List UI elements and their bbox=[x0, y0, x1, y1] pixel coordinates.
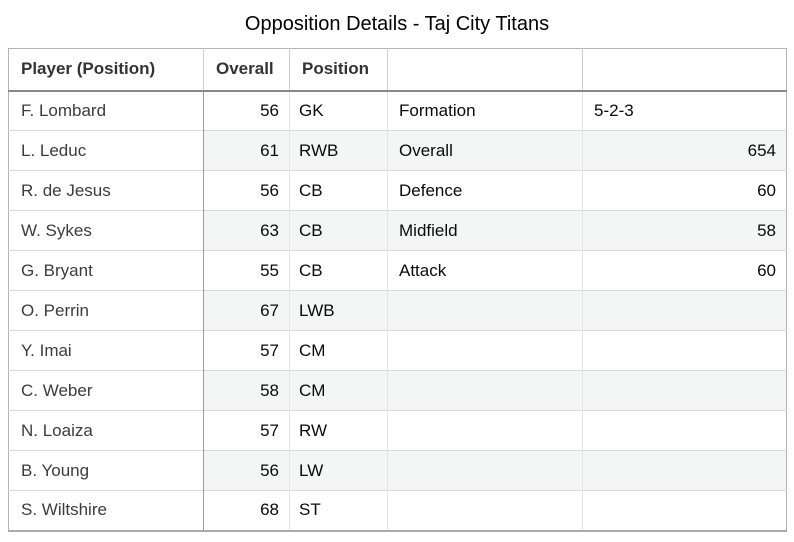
player-position: CB bbox=[289, 250, 388, 291]
stat-label-formation: Formation bbox=[387, 90, 583, 131]
stat-value-overall: 654 bbox=[582, 130, 787, 171]
stat-value-cell bbox=[582, 410, 787, 451]
stat-label-cell bbox=[387, 490, 583, 531]
stat-label-cell bbox=[387, 450, 583, 491]
header-overall: Overall bbox=[203, 48, 290, 92]
table-row: C. Weber 58 CM bbox=[8, 370, 787, 411]
table-row: L. Leduc 61 RWB Overall 654 bbox=[8, 130, 787, 171]
player-position: CB bbox=[289, 170, 388, 211]
player-position: CM bbox=[289, 370, 388, 411]
stat-value-cell bbox=[582, 450, 787, 491]
table-row: O. Perrin 67 LWB bbox=[8, 290, 787, 331]
table-row: B. Young 56 LW bbox=[8, 450, 787, 491]
stat-label-cell bbox=[387, 370, 583, 411]
table-row: R. de Jesus 56 CB Defence 60 bbox=[8, 170, 787, 211]
player-overall: 57 bbox=[203, 410, 290, 451]
stat-value-attack: 60 bbox=[582, 250, 787, 291]
header-empty-1 bbox=[387, 48, 583, 92]
player-name: B. Young bbox=[8, 450, 204, 491]
stat-value-midfield: 58 bbox=[582, 210, 787, 251]
player-name: C. Weber bbox=[8, 370, 204, 411]
player-overall: 61 bbox=[203, 130, 290, 171]
player-overall: 56 bbox=[203, 90, 290, 131]
player-overall: 68 bbox=[203, 490, 290, 531]
player-overall: 57 bbox=[203, 330, 290, 371]
player-name: O. Perrin bbox=[8, 290, 204, 331]
stat-label-cell bbox=[387, 290, 583, 331]
player-name: S. Wiltshire bbox=[8, 490, 204, 531]
table-row: G. Bryant 55 CB Attack 60 bbox=[8, 250, 787, 291]
player-name: W. Sykes bbox=[8, 210, 204, 251]
opposition-details-table: Player (Position) Overall Position F. Lo… bbox=[8, 48, 787, 532]
stat-value-cell bbox=[582, 490, 787, 531]
player-position: GK bbox=[289, 90, 388, 131]
stat-label-overall: Overall bbox=[387, 130, 583, 171]
stat-label-defence: Defence bbox=[387, 170, 583, 211]
player-position: CB bbox=[289, 210, 388, 251]
page-title: Opposition Details - Taj City Titans bbox=[244, 13, 550, 35]
player-overall: 56 bbox=[203, 450, 290, 491]
player-position: LW bbox=[289, 450, 388, 491]
player-position: ST bbox=[289, 490, 388, 531]
player-position: RW bbox=[289, 410, 388, 451]
player-name: G. Bryant bbox=[8, 250, 204, 291]
header-empty-2 bbox=[582, 48, 787, 92]
table-header-row: Player (Position) Overall Position bbox=[8, 48, 787, 92]
stat-label-midfield: Midfield bbox=[387, 210, 583, 251]
table-row: Y. Imai 57 CM bbox=[8, 330, 787, 371]
table-row: F. Lombard 56 GK Formation 5-2-3 bbox=[8, 90, 787, 131]
player-name: F. Lombard bbox=[8, 90, 204, 131]
player-overall: 67 bbox=[203, 290, 290, 331]
stat-value-cell bbox=[582, 330, 787, 371]
stat-label-cell bbox=[387, 410, 583, 451]
header-position: Position bbox=[289, 48, 388, 92]
header-player-position: Player (Position) bbox=[8, 48, 204, 92]
table-row: W. Sykes 63 CB Midfield 58 bbox=[8, 210, 787, 251]
player-name: R. de Jesus bbox=[8, 170, 204, 211]
stat-value-formation: 5-2-3 bbox=[582, 90, 787, 131]
stat-value-cell bbox=[582, 290, 787, 331]
player-position: RWB bbox=[289, 130, 388, 171]
player-name: N. Loaiza bbox=[8, 410, 204, 451]
player-name: L. Leduc bbox=[8, 130, 204, 171]
stat-label-cell bbox=[387, 330, 583, 371]
table-row: N. Loaiza 57 RW bbox=[8, 410, 787, 451]
player-overall: 63 bbox=[203, 210, 290, 251]
table-row: S. Wiltshire 68 ST bbox=[8, 490, 787, 531]
player-position: CM bbox=[289, 330, 388, 371]
player-name: Y. Imai bbox=[8, 330, 204, 371]
player-overall: 56 bbox=[203, 170, 290, 211]
stat-value-cell bbox=[582, 370, 787, 411]
player-overall: 58 bbox=[203, 370, 290, 411]
stat-label-attack: Attack bbox=[387, 250, 583, 291]
player-overall: 55 bbox=[203, 250, 290, 291]
player-position: LWB bbox=[289, 290, 388, 331]
stat-value-defence: 60 bbox=[582, 170, 787, 211]
